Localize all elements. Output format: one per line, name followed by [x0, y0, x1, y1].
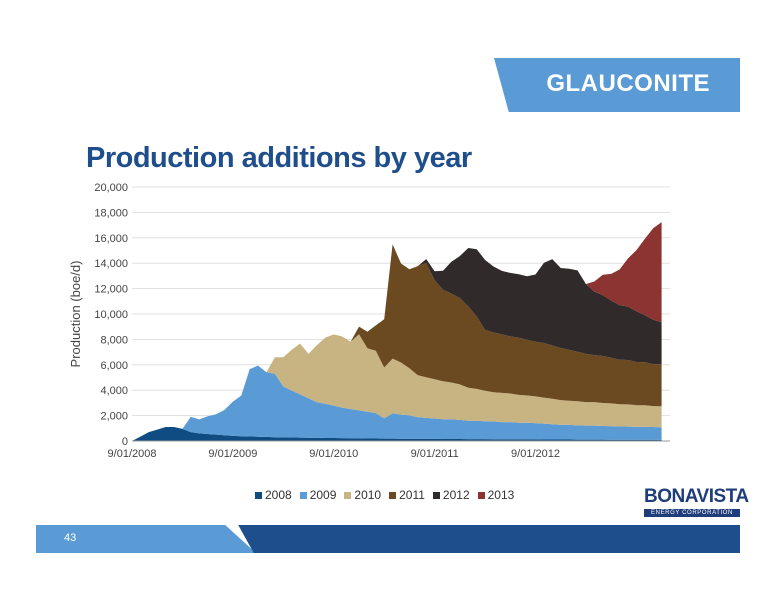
x-tick-label: 9/01/2011 — [411, 448, 459, 460]
legend-item-2013: 2013 — [477, 488, 515, 502]
legend-label: 2010 — [354, 488, 382, 502]
legend-label: 2009 — [309, 488, 337, 502]
legend-label: 2013 — [487, 488, 515, 502]
x-tick-label: 9/01/2010 — [309, 448, 358, 460]
y-tick-label: 18,000 — [94, 207, 128, 219]
legend-swatch — [432, 491, 440, 499]
section-banner: GLAUCONITE — [494, 58, 740, 112]
y-tick-label: 8,000 — [100, 334, 128, 346]
legend-swatch — [344, 491, 352, 499]
area-series-2008 — [132, 427, 662, 441]
company-logo: BONAVISTA ENERGY CORPORATION — [644, 486, 749, 517]
legend-label: 2011 — [399, 488, 425, 502]
footer-bar-left — [36, 525, 256, 553]
y-tick-label: 4,000 — [100, 385, 128, 397]
page-number: 43 — [64, 532, 77, 544]
y-tick-label: 6,000 — [100, 360, 128, 372]
y-tick-label: 10,000 — [94, 309, 128, 321]
legend-item-2010: 2010 — [344, 488, 381, 502]
y-tick-label: 12,000 — [94, 284, 128, 296]
area-series-2009 — [132, 365, 662, 441]
y-tick-label: 20,000 — [94, 182, 128, 194]
y-tick-label: 16,000 — [94, 233, 128, 245]
y-tick-label: 14,000 — [94, 258, 128, 270]
x-tick-label: 9/01/2008 — [108, 448, 157, 460]
legend-swatch — [389, 491, 397, 499]
x-tick-label: 9/01/2012 — [511, 448, 560, 460]
legend-item-2012: 2012 — [432, 488, 470, 502]
footer-bar-right — [238, 525, 740, 553]
area-series-2011 — [132, 244, 662, 441]
page-title: Production additions by year — [86, 142, 472, 174]
legend-label: 2008 — [265, 488, 292, 502]
chart-areas — [132, 222, 662, 441]
legend-item-2009: 2009 — [299, 488, 337, 502]
y-tick-label: 2,000 — [100, 411, 128, 423]
logo-subtitle: ENERGY CORPORATION — [644, 509, 740, 517]
x-tick-label: 9/01/2009 — [208, 448, 257, 460]
area-series-2010 — [132, 334, 662, 441]
chart-legend: 2008 2009 2010 2011 2012 2013 — [255, 488, 514, 502]
banner-text: GLAUCONITE — [546, 70, 710, 97]
y-tick-label: 0 — [122, 436, 128, 448]
y-axis-label: Production (boe/d) — [68, 261, 83, 368]
logo-wordmark: BONAVISTA — [644, 486, 749, 507]
legend-swatch — [477, 491, 485, 499]
legend-item-2011: 2011 — [389, 488, 425, 502]
legend-label: 2012 — [442, 488, 470, 502]
legend-swatch — [299, 491, 307, 499]
area-series-2012 — [132, 244, 662, 441]
y-axis-ticks: 0 2,000 4,000 6,000 8,000 10,000 12,000 14,000 1… — [94, 182, 128, 448]
legend-item-2008: 2008 — [255, 488, 292, 502]
x-axis-ticks: 9/01/2008 9/01/2009 9/01/2010 9/01/2011 9/01… — [108, 448, 560, 460]
legend-swatch — [255, 491, 262, 499]
